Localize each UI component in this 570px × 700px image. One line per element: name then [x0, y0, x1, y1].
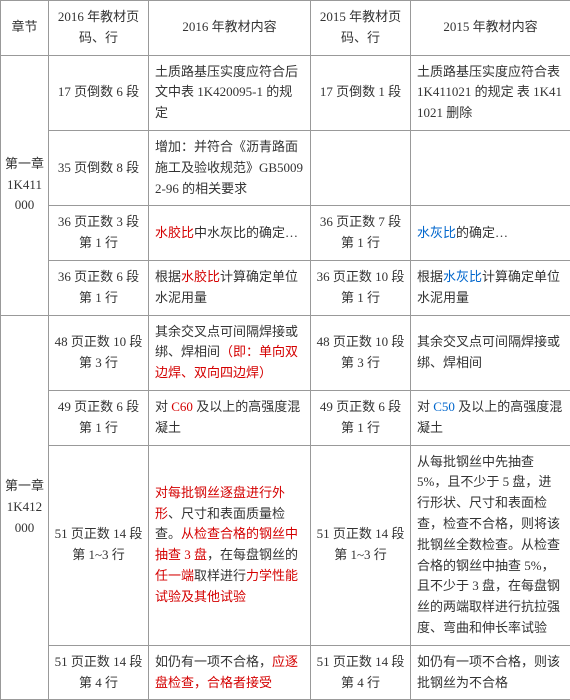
table-row: 36 页正数 6 段第 1 行 根据水胶比计算确定单位水泥用量 36 页正数 1… — [1, 260, 570, 315]
chapter-code: 1K412000 — [7, 499, 42, 535]
table-row: 51 页正数 14 段第 4 行 如仍有一项不合格，应逐盘检查，合格者接受 51… — [1, 645, 570, 700]
page-2016-cell: 48 页正数 10 段第 3 行 — [49, 315, 149, 390]
table-row: 第一章 1K412000 48 页正数 10 段第 3 行 其余交叉点可间隔焊接… — [1, 315, 570, 390]
content-2015-cell — [411, 130, 570, 205]
page-2015-cell: 17 页倒数 1 段 — [311, 55, 411, 130]
content-2016-cell: 如仍有一项不合格，应逐盘检查，合格者接受 — [149, 645, 311, 700]
chapter-label: 第一章 — [5, 156, 44, 171]
table-row: 第一章 1K411000 17 页倒数 6 段 土质路基压实度应符合后文中表 1… — [1, 55, 570, 130]
content-2016-cell: 水胶比中水灰比的确定… — [149, 206, 311, 261]
text: 取样进行 — [194, 568, 246, 583]
page-2016-cell: 36 页正数 6 段第 1 行 — [49, 260, 149, 315]
table-row: 49 页正数 6 段第 1 行 对 C60 及以上的高强度混凝土 49 页正数 … — [1, 390, 570, 445]
header-row: 章节 2016 年教材页码、行 2016 年教材内容 2015 年教材页码、行 … — [1, 1, 570, 56]
table-row: 36 页正数 3 段第 1 行 水胶比中水灰比的确定… 36 页正数 7 段第 … — [1, 206, 570, 261]
page-2016-cell: 49 页正数 6 段第 1 行 — [49, 390, 149, 445]
header-content-2016: 2016 年教材内容 — [149, 1, 311, 56]
content-2016-cell: 增加：并符合《沥青路面施工及验收规范》GB50092-96 的相关要求 — [149, 130, 311, 205]
content-2015-cell: 水灰比的确定… — [411, 206, 570, 261]
text: ，在每盘钢丝的 — [207, 547, 298, 562]
highlight-text: C60 — [171, 399, 193, 414]
content-2015-cell: 其余交叉点可间隔焊接或绑、焊相间 — [411, 315, 570, 390]
header-page-2016: 2016 年教材页码、行 — [49, 1, 149, 56]
chapter-cell-2: 第一章 1K412000 — [1, 315, 49, 700]
content-2015-cell: 土质路基压实度应符合表 1K411021 的规定 表 1K411021 删除 — [411, 55, 570, 130]
content-2016-cell: 对 C60 及以上的高强度混凝土 — [149, 390, 311, 445]
header-page-2015: 2015 年教材页码、行 — [311, 1, 411, 56]
page-2015-cell: 36 页正数 10 段第 1 行 — [311, 260, 411, 315]
content-2016-cell: 土质路基压实度应符合后文中表 1K420095-1 的规定 — [149, 55, 311, 130]
page-2016-cell: 17 页倒数 6 段 — [49, 55, 149, 130]
page-2015-cell: 36 页正数 7 段第 1 行 — [311, 206, 411, 261]
page-2016-cell: 51 页正数 14 段第 4 行 — [49, 645, 149, 700]
text: 对 — [417, 399, 433, 414]
header-content-2015: 2015 年教材内容 — [411, 1, 570, 56]
highlight-text: C50 — [433, 399, 455, 414]
content-2016-cell: 其余交叉点可间隔焊接或绑、焊相间（即：单向双边焊、双向四边焊） — [149, 315, 311, 390]
text: 对 — [155, 399, 171, 414]
highlight-text: 任一端 — [155, 568, 194, 583]
chapter-label: 第一章 — [5, 478, 44, 493]
page-2015-cell: 51 页正数 14 段第 1~3 行 — [311, 445, 411, 645]
page-2016-cell: 35 页倒数 8 段 — [49, 130, 149, 205]
page-2015-cell: 49 页正数 6 段第 1 行 — [311, 390, 411, 445]
text: 中水灰比的确定… — [194, 225, 298, 240]
text: 的确定… — [456, 225, 508, 240]
content-2016-cell: 对每批钢丝逐盘进行外形、尺寸和表面质量检查。从检查合格的钢丝中抽查 3 盘，在每… — [149, 445, 311, 645]
chapter-cell-1: 第一章 1K411000 — [1, 55, 49, 315]
highlight-text: 水胶比 — [181, 269, 220, 284]
comparison-table: 章节 2016 年教材页码、行 2016 年教材内容 2015 年教材页码、行 … — [0, 0, 570, 700]
header-chapter: 章节 — [1, 1, 49, 56]
highlight-text: 水灰比 — [417, 225, 456, 240]
page-2015-cell — [311, 130, 411, 205]
text: 根据 — [417, 269, 443, 284]
page-2015-cell: 48 页正数 10 段第 3 行 — [311, 315, 411, 390]
content-2016-cell: 根据水胶比计算确定单位水泥用量 — [149, 260, 311, 315]
table-row: 35 页倒数 8 段 增加：并符合《沥青路面施工及验收规范》GB50092-96… — [1, 130, 570, 205]
content-2015-cell: 根据水灰比计算确定单位水泥用量 — [411, 260, 570, 315]
highlight-text: 水胶比 — [155, 225, 194, 240]
text: 根据 — [155, 269, 181, 284]
page-2016-cell: 51 页正数 14 段第 1~3 行 — [49, 445, 149, 645]
table-row: 51 页正数 14 段第 1~3 行 对每批钢丝逐盘进行外形、尺寸和表面质量检查… — [1, 445, 570, 645]
content-2015-cell: 从每批钢丝中先抽查 5%，且不少于 5 盘，进行形状、尺寸和表面检查，检查不合格… — [411, 445, 570, 645]
page-2016-cell: 36 页正数 3 段第 1 行 — [49, 206, 149, 261]
chapter-code: 1K411000 — [7, 177, 42, 213]
content-2015-cell: 如仍有一项不合格，则该批钢丝为不合格 — [411, 645, 570, 700]
page-2015-cell: 51 页正数 14 段第 4 行 — [311, 645, 411, 700]
content-2015-cell: 对 C50 及以上的高强度混凝土 — [411, 390, 570, 445]
text: 如仍有一项不合格， — [155, 654, 272, 669]
highlight-text: 水灰比 — [443, 269, 482, 284]
